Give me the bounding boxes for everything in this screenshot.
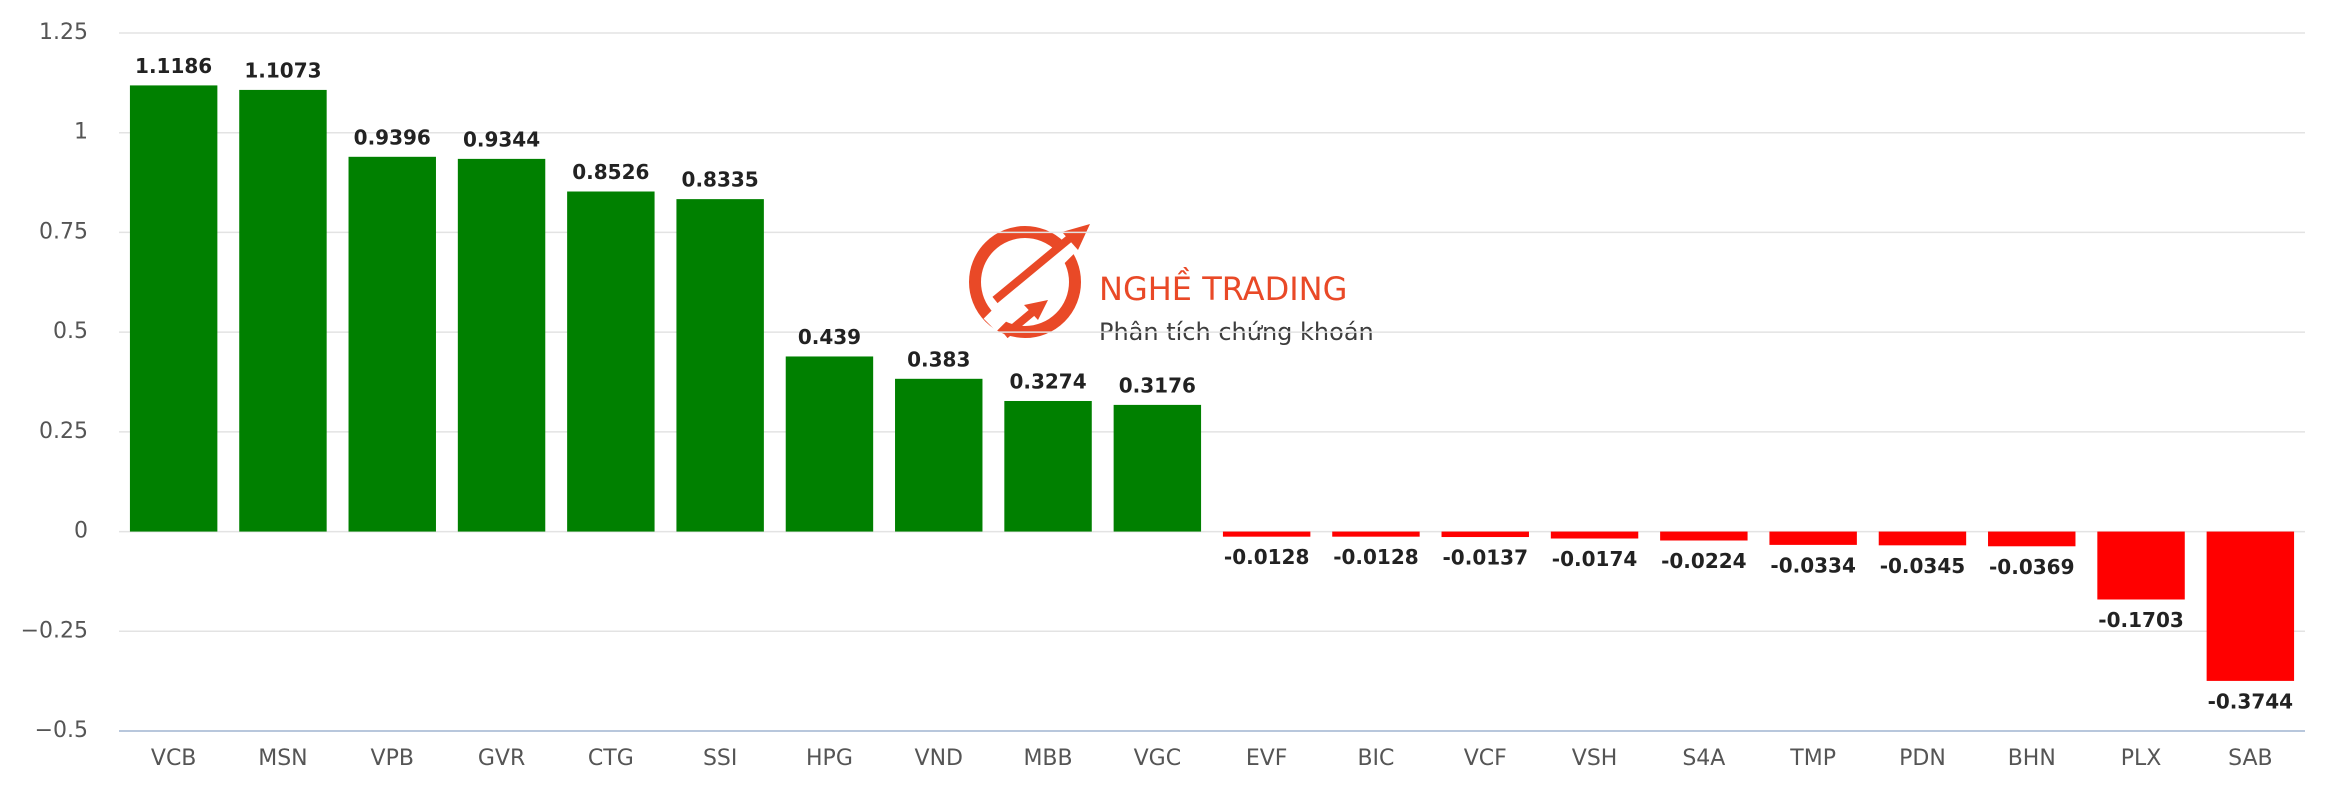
value-label: 0.439 [798, 325, 861, 349]
x-tick-label: VSH [1572, 746, 1618, 771]
x-tick-label: VGC [1134, 746, 1181, 771]
bar [2097, 531, 2185, 600]
bar [895, 378, 983, 532]
y-tick-label: 0.25 [39, 419, 88, 444]
logo-arrow-head [1062, 224, 1090, 250]
x-tick-label: VND [915, 746, 963, 771]
bar [1988, 531, 2076, 547]
x-tick-label: MBB [1023, 746, 1072, 771]
value-label: 0.8335 [682, 168, 759, 192]
bar [567, 191, 655, 532]
value-label: 0.9396 [354, 125, 431, 149]
plot: −0.5 −0.25 0 0.25 0.5 0.75 1 1.25 VCB 1.1186 MSN 1.… [21, 20, 2305, 771]
value-label: -0.3744 [2208, 689, 2293, 713]
value-label: -0.0137 [1443, 546, 1528, 570]
bar [1550, 531, 1639, 539]
x-tick-label: VPB [371, 746, 414, 771]
value-label: 1.1073 [244, 58, 321, 82]
bar [129, 85, 218, 532]
x-tick-label: BIC [1357, 746, 1394, 771]
watermark-title: NGHỀ TRADING [1099, 267, 1347, 308]
value-label: 0.383 [907, 347, 970, 371]
x-tick-label: TMP [1789, 746, 1836, 771]
watermark: NGHỀ TRADING Phân tích chứng khoán [969, 224, 1374, 346]
x-tick-label: GVR [478, 746, 525, 771]
x-tick-label: VCF [1464, 746, 1507, 771]
logo-gap [983, 228, 1087, 332]
bar [1878, 531, 1967, 546]
value-label: 0.3274 [1009, 369, 1086, 393]
value-label: -0.0369 [1989, 555, 2074, 579]
x-tick-label: S4A [1682, 746, 1725, 771]
logo-arrow [992, 234, 1073, 304]
y-tick-label: 0.5 [53, 319, 88, 344]
x-tick-label: PLX [2121, 746, 2162, 771]
bar [2206, 531, 2295, 681]
value-label: 0.9344 [463, 127, 540, 151]
y-tick-label: −0.5 [35, 718, 88, 743]
bar [457, 158, 546, 532]
logo-arrow-head [1024, 300, 1048, 320]
x-tick-label: SAB [2228, 746, 2273, 771]
value-label: -0.0128 [1333, 545, 1418, 569]
bar [1004, 400, 1092, 532]
x-tick-label: SSI [703, 746, 737, 771]
value-label: 0.3176 [1119, 373, 1196, 397]
x-tick-label: EVF [1246, 746, 1288, 771]
x-tick-label: VCB [151, 746, 197, 771]
bar [348, 156, 436, 532]
y-tick-label: −0.25 [21, 618, 88, 643]
value-label: -0.0334 [1770, 553, 1855, 577]
x-tick-label: MSN [258, 746, 307, 771]
y-tick-label: 0.75 [39, 219, 88, 244]
y-tick-label: 1.25 [39, 20, 88, 45]
value-label: 1.1186 [135, 54, 212, 78]
bar [1660, 531, 1748, 541]
x-tick-label: HPG [806, 746, 853, 771]
y-tick-label: 0 [74, 519, 88, 544]
bar [1113, 404, 1202, 532]
value-label: 0.8526 [572, 160, 649, 184]
x-tick-label: CTG [588, 746, 634, 771]
x-tick-label: PDN [1899, 746, 1946, 771]
bar [676, 199, 764, 532]
value-label: -0.0224 [1661, 549, 1746, 573]
bar [239, 89, 327, 532]
logo-arrow [1002, 306, 1038, 339]
bar [1222, 531, 1311, 537]
bar [1332, 531, 1420, 537]
value-label: -0.0174 [1552, 547, 1637, 571]
bar [1441, 531, 1529, 538]
y-tick-label: 1 [74, 120, 88, 145]
value-label: -0.1703 [2098, 608, 2183, 632]
x-tick-label: BHN [2008, 746, 2056, 771]
bar [1769, 531, 1857, 545]
value-label: -0.0345 [1880, 554, 1965, 578]
value-label: -0.0128 [1224, 545, 1309, 569]
bar [785, 356, 874, 532]
